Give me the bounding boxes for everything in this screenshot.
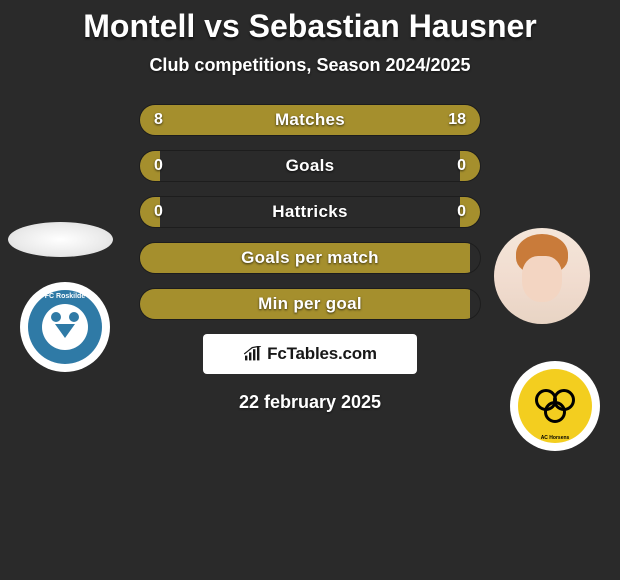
stat-label: Hattricks [140,197,480,227]
stat-label: Matches [140,105,480,135]
stats-section: FC Roskilde AC Horsens 818Matches00Goals… [0,104,620,320]
badge-detail [535,389,575,423]
badge-detail [55,324,75,338]
stat-label: Goals [140,151,480,181]
chart-icon [243,346,263,362]
page-title: Montell vs Sebastian Hausner [0,8,620,45]
stat-label: Min per goal [140,289,480,319]
watermark-text: FcTables.com [267,344,377,364]
club-badge-label: AC Horsens [518,435,592,441]
watermark: FcTables.com [203,334,417,374]
comparison-infographic: Montell vs Sebastian Hausner Club compet… [0,0,620,413]
club-badge-label: FC Roskilde [28,293,102,300]
player-left-club-badge: FC Roskilde [20,282,110,372]
stat-row: Min per goal [139,288,481,320]
ac-horsens-icon: AC Horsens [518,369,592,443]
stat-label: Goals per match [140,243,480,273]
stat-row: 00Goals [139,150,481,182]
stat-row: 818Matches [139,104,481,136]
player-right-club-badge: AC Horsens [510,361,600,451]
stat-row: 00Hattricks [139,196,481,228]
player-left-photo [8,222,113,257]
player-right-photo [494,228,590,324]
stat-row: Goals per match [139,242,481,274]
badge-detail [51,312,79,322]
subtitle: Club competitions, Season 2024/2025 [0,55,620,76]
fc-roskilde-icon: FC Roskilde [28,290,102,364]
